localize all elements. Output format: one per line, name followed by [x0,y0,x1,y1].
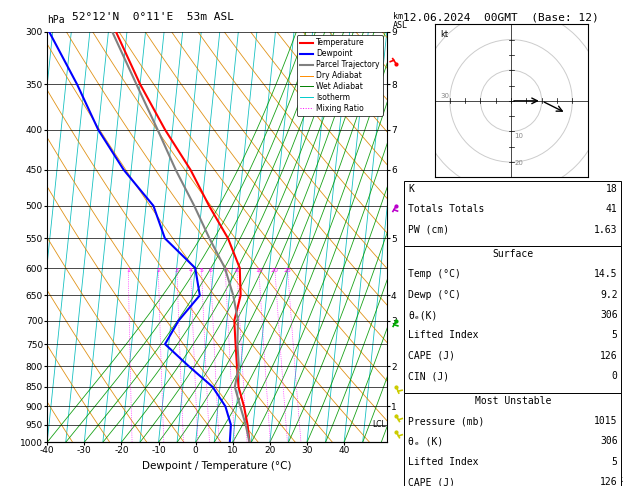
Text: 20: 20 [514,160,523,166]
Text: Most Unstable: Most Unstable [475,396,551,406]
Text: 126: 126 [600,351,618,361]
Text: 15: 15 [255,268,263,273]
Text: 126: 126 [600,477,618,486]
Text: 18: 18 [606,184,618,194]
Text: 3: 3 [175,268,179,273]
Text: 1.63: 1.63 [594,225,618,235]
Text: 5: 5 [612,457,618,467]
Text: θₑ (K): θₑ (K) [408,436,443,447]
Text: Lifted Index: Lifted Index [408,457,479,467]
Text: Dewp (°C): Dewp (°C) [408,290,461,300]
Text: 30: 30 [441,93,450,99]
Text: 306: 306 [600,310,618,320]
Text: LCL: LCL [372,420,386,429]
Text: © weatheronline.co.uk: © weatheronline.co.uk [518,474,623,484]
Legend: Temperature, Dewpoint, Parcel Trajectory, Dry Adiabat, Wet Adiabat, Isotherm, Mi: Temperature, Dewpoint, Parcel Trajectory… [297,35,383,116]
X-axis label: Dewpoint / Temperature (°C): Dewpoint / Temperature (°C) [142,461,292,471]
Text: 2: 2 [156,268,160,273]
Text: Pressure (mb): Pressure (mb) [408,416,484,426]
Text: CIN (J): CIN (J) [408,371,449,382]
Text: 6: 6 [209,268,213,273]
Text: θₑ(K): θₑ(K) [408,310,438,320]
Text: 5: 5 [199,268,203,273]
Text: CAPE (J): CAPE (J) [408,477,455,486]
Text: Surface: Surface [493,249,533,259]
Text: 8: 8 [223,268,227,273]
Text: K: K [408,184,414,194]
Text: Lifted Index: Lifted Index [408,330,479,341]
Text: kt: kt [441,30,448,38]
Text: hPa: hPa [47,15,65,25]
Text: 10: 10 [233,268,241,273]
Text: 4: 4 [189,268,192,273]
Text: 10: 10 [514,133,523,139]
Text: Totals Totals: Totals Totals [408,204,484,214]
Text: Temp (°C): Temp (°C) [408,269,461,279]
Text: PW (cm): PW (cm) [408,225,449,235]
Text: km
ASL: km ASL [393,12,408,30]
Text: 1015: 1015 [594,416,618,426]
Text: 1: 1 [126,268,130,273]
Text: 25: 25 [284,268,291,273]
Text: 12.06.2024  00GMT  (Base: 12): 12.06.2024 00GMT (Base: 12) [403,12,598,22]
Text: 9.2: 9.2 [600,290,618,300]
Text: 5: 5 [612,330,618,341]
Text: 41: 41 [606,204,618,214]
Text: 52°12'N  0°11'E  53m ASL: 52°12'N 0°11'E 53m ASL [72,12,235,22]
Text: 306: 306 [600,436,618,447]
Text: CAPE (J): CAPE (J) [408,351,455,361]
Text: 14.5: 14.5 [594,269,618,279]
Text: 20: 20 [271,268,279,273]
Text: 0: 0 [612,371,618,382]
